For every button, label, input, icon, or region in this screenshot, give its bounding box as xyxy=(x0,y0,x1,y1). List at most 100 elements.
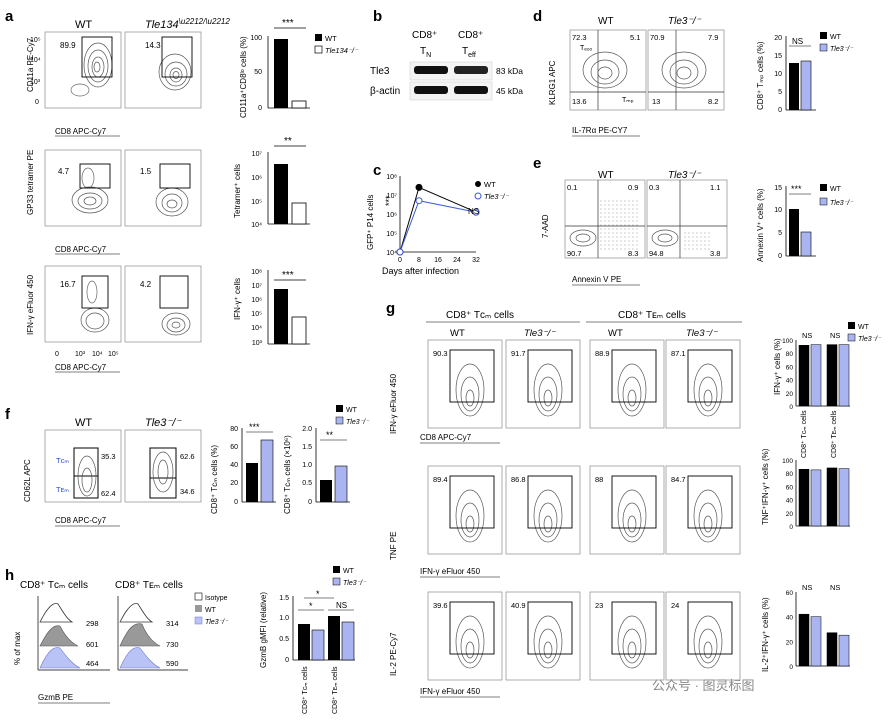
g-contour xyxy=(703,389,713,407)
a-bar3-ylabel: IFN-γ⁺ cells xyxy=(233,278,242,320)
g-contour xyxy=(703,515,713,533)
b-row2-label: β-actin xyxy=(370,86,400,97)
g-bar-0-1 xyxy=(810,344,822,407)
g-contour xyxy=(465,389,475,407)
d-bar-tick-4: 20 xyxy=(774,35,782,42)
g-bar-tick-2-0: 0 xyxy=(789,664,793,671)
e-legend-ko: Tle3⁻/⁻ xyxy=(830,200,854,207)
panel-letter-b: b xyxy=(373,8,382,25)
g-contour xyxy=(617,363,647,417)
g-bar-x2: CD8⁺ Tᴇₘ cells xyxy=(831,410,838,458)
panel-d: WT Tle3⁻/⁻ 72.3 5.1 13.6 Tₑₒₒ Tₘₚ 70.9 7… xyxy=(548,16,854,137)
d-ylabel: KLRG1 APC xyxy=(548,60,557,105)
g-r3-xlabel: IFN-γ eFluor 450 xyxy=(420,687,481,696)
g-bar-sig-0-0: NS xyxy=(802,331,812,340)
g-bar2-ylabel: TNF⁺IFN-γ⁺ cells (%) xyxy=(761,448,770,525)
a-r3-ko-contour xyxy=(161,312,191,336)
f-bar2-tick-2: 1.0 xyxy=(302,462,312,469)
g-r1-xlabel: CD8 APC-Cy7 xyxy=(420,433,472,442)
g-gate xyxy=(527,475,573,529)
a-bar2-tick-3: 10⁷ xyxy=(252,151,263,158)
f-bar2-sig: ** xyxy=(326,430,334,440)
g-gate-value-0-1: 91.7 xyxy=(511,349,526,358)
g-bar-0-0 xyxy=(798,345,810,407)
b-row2-kda: 45 kDa xyxy=(496,86,523,96)
g-bar-1-2 xyxy=(826,467,838,527)
g-bar3-ylabel: IL-2⁺IFN-γ⁺ cells (%) xyxy=(761,597,770,672)
panel-a-bar2: ** 10⁷ 10⁶ 10⁵ 10⁴ Tetramer⁺ cells xyxy=(233,136,310,229)
c-xlabel: Days after infection xyxy=(382,266,459,276)
panel-a-col-wt: WT xyxy=(75,19,92,31)
g-bar-tick-1-1: 20 xyxy=(786,511,794,518)
d-bar-tick-2: 10 xyxy=(774,71,782,78)
f-bar2-tick-1: 0.5 xyxy=(302,480,312,487)
b-col2-label: CD8⁺ xyxy=(458,30,483,41)
h-ylabel: % of max xyxy=(13,632,22,665)
a-bar3-tick-2: 10⁵ xyxy=(251,311,262,318)
g-contour xyxy=(622,628,642,664)
a-r1-wt-val: 89.9 xyxy=(60,41,76,50)
panel-a-bar1: *** 100 50 0 CD11a⁺CD8ˡᵒ cells (%) WT Tl… xyxy=(239,18,359,118)
g-bar-1-3 xyxy=(838,468,850,527)
panel-a-bar3: *** 10⁸ 10⁷ 10⁶ 10⁵ 10⁴ 10³ IFN-γ⁺ cells xyxy=(233,269,310,347)
g-group1: CD8⁺ Tᴄₘ cells xyxy=(446,310,514,321)
g-bar-tick-1-2: 40 xyxy=(786,498,794,505)
g-r1-ylabel: IFN-γ eFluor 450 xyxy=(389,373,398,434)
e-wt-br: 8.3 xyxy=(628,249,638,258)
g-contour xyxy=(703,641,713,659)
g-gate xyxy=(449,475,495,529)
g-contour xyxy=(693,363,723,417)
g-col-1: Tle3⁻/⁻ xyxy=(524,328,556,339)
g-gate xyxy=(687,601,733,655)
g-contour xyxy=(698,376,718,412)
g-gate xyxy=(611,349,657,403)
e-bar-tick-2: 10 xyxy=(774,207,782,214)
c-legend-wt: WT xyxy=(484,180,496,189)
f-wt-contour xyxy=(77,455,97,497)
a-bar3-tick-1: 10⁴ xyxy=(251,325,262,332)
c-xtick-1: 8 xyxy=(417,257,421,264)
e-ko-bl: 94.8 xyxy=(649,249,664,258)
g-bar-2-2 xyxy=(826,632,838,667)
d-ko-contour xyxy=(661,51,707,89)
g-contour xyxy=(627,641,637,659)
a-r2-ylabel: GP33 tetramer PE xyxy=(26,150,35,215)
d-wt-tl: 72.3 xyxy=(572,33,587,42)
f-ko-contour xyxy=(152,451,174,493)
a-bar1-tick-0: 0 xyxy=(258,105,262,112)
g-contour xyxy=(460,502,480,538)
g-contour xyxy=(627,515,637,533)
g-plot-frame xyxy=(505,591,581,681)
g-plot-frame xyxy=(665,465,741,555)
h-legend-iso: Isotype xyxy=(205,595,228,602)
a-r1-wt-contour xyxy=(70,42,113,97)
g-gate xyxy=(687,349,733,403)
d-bar-tick-1: 5 xyxy=(778,89,782,96)
g-gate-value-2-2: 23 xyxy=(595,601,603,610)
f-tem-label: Tᴇₘ xyxy=(56,485,69,494)
f-legend-wt: WT xyxy=(346,407,358,414)
d-bar-tick-0: 0 xyxy=(778,107,782,114)
g-gate xyxy=(687,475,733,529)
e-legend-wt: WT xyxy=(830,186,842,193)
g-contour xyxy=(460,376,480,412)
g-bar-x1: CD8⁺ Tᴄₘ cells xyxy=(801,410,808,458)
g-contour xyxy=(543,389,553,407)
a-bar2-ylabel: Tetramer⁺ cells xyxy=(233,164,242,218)
g-bar-tick-0-1: 20 xyxy=(786,391,794,398)
panel-letter-g: g xyxy=(386,300,395,317)
h-val2-2: 590 xyxy=(166,659,179,668)
a-bar3-tick-5: 10⁸ xyxy=(251,269,262,276)
g-gate xyxy=(527,349,573,403)
b-row1-kda: 83 kDa xyxy=(496,66,523,76)
a-r2-ko-contour xyxy=(155,187,189,217)
b-col2-sub: Teff xyxy=(462,46,476,59)
c-ytick-0: 10⁴ xyxy=(386,250,397,257)
e-ko-br: 3.8 xyxy=(710,249,720,258)
h-bar-ylabel: GzmB gMFI (relative) xyxy=(259,592,268,668)
f-bar1-ylabel: CD8⁺ Tᴄₘ cells (%) xyxy=(210,445,219,514)
e-bar-sig: *** xyxy=(791,184,802,194)
e-col-wt: WT xyxy=(598,170,614,181)
h-title1: CD8⁺ Tᴄₘ cells xyxy=(20,580,88,591)
